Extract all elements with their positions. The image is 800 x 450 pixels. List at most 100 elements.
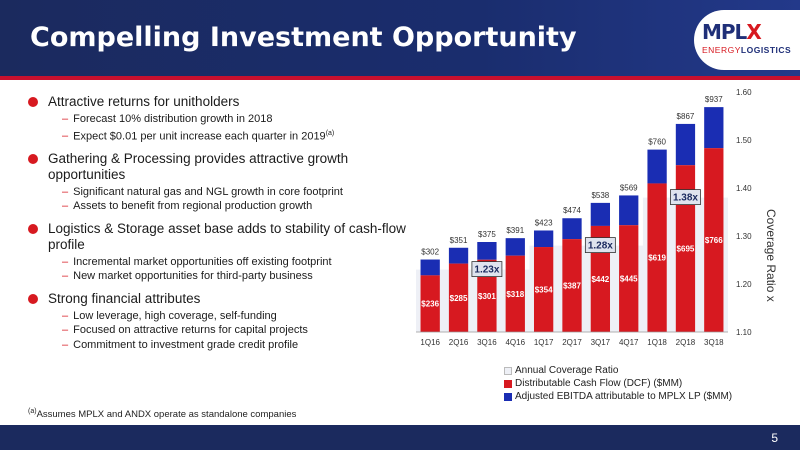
ebitda-data-label: $867: [677, 112, 695, 121]
sub-bullet: – Significant natural gas and NGL growth …: [62, 185, 343, 198]
dcf-data-label: $318: [506, 290, 524, 299]
chart-legend: Annual Coverage Ratio Distributable Cash…: [504, 364, 732, 403]
ebitda-data-label: $760: [648, 138, 666, 147]
bar-ebitda: [420, 259, 440, 276]
ebitda-data-label: $351: [450, 236, 468, 245]
footnote-text: Assumes MPLX and ANDX operate as standal…: [36, 409, 297, 421]
header-divider: [0, 76, 800, 80]
mplx-logo: MPLX ENERGYLOGISTICS: [694, 10, 800, 70]
bullet-list: Attractive returns for unitholders – Fore…: [28, 94, 408, 359]
header-bar: Compelling Investment Opportunity MPLX E…: [0, 0, 800, 76]
ebitda-data-label: $569: [620, 183, 638, 192]
bar-ebitda: [704, 107, 724, 149]
y2-axis-label: Coverage Ratio x: [764, 209, 778, 302]
logo-wordmark: MPLX: [702, 20, 762, 44]
ebitda-data-label: $474: [563, 206, 581, 215]
sub-bullet: – Forecast 10% distribution growth in 201…: [62, 113, 273, 125]
dcf-data-label: $445: [620, 275, 638, 284]
footnote-ref: (a): [325, 129, 335, 137]
x-tick-label: 3Q17: [591, 338, 611, 347]
ebitda-data-label: $423: [535, 218, 553, 227]
x-tick-label: 1Q16: [420, 338, 440, 347]
dcf-data-label: $619: [648, 254, 666, 263]
bar-ebitda: [533, 230, 554, 248]
sub-bullet: – Expect $0.01 per unit increase each qua…: [62, 129, 335, 143]
bullet-text: Strong financial attributes: [48, 290, 201, 306]
y2-tick-label: 1.10: [736, 328, 752, 337]
bullet-dot-icon: [28, 153, 38, 164]
chart-svg: 1.60 1.50 1.40 1.30 1.20 1.10 $302 $236 1Q16 $351…: [416, 88, 752, 347]
ebitda-data-label: $391: [506, 226, 524, 235]
logo-main-right: X: [746, 20, 761, 44]
legend-item-ratio: Annual Coverage Ratio: [504, 364, 732, 377]
x-tick-label: 3Q18: [704, 338, 724, 347]
bar-dcf: [562, 239, 582, 332]
ratio-callout-box: [471, 261, 503, 278]
bar-ebitda: [675, 123, 696, 166]
bullet-returns: Attractive returns for unitholders – Fore…: [28, 94, 408, 144]
footer-bar: 5: [0, 425, 800, 450]
bullet-dot-icon: [28, 223, 38, 234]
sub-bullet: – Assets to benefit from regional product…: [62, 200, 313, 213]
dcf-data-label: $442: [591, 275, 609, 284]
dcf-data-label: $354: [535, 286, 553, 295]
bar-dcf: [448, 263, 469, 332]
y2-tick-label: 1.40: [736, 184, 752, 193]
sub-bullet: – Incremental market opportunities off ex…: [62, 255, 332, 268]
dcf-data-label: $695: [677, 245, 695, 254]
dcf-data-label: $236: [421, 300, 439, 309]
bullet-text: Logistics & Storage asset base adds to s…: [48, 220, 406, 252]
bar-dcf: [533, 247, 554, 332]
bar-dcf: [647, 183, 667, 332]
ebitda-data-label: $375: [478, 230, 496, 239]
ebitda-data-label: $538: [591, 191, 609, 200]
sub-bullet: – Low leverage, high coverage, self-fundi…: [62, 309, 277, 322]
x-tick-label: 2Q16: [449, 338, 469, 347]
ratio-callout-label: 1.28x: [588, 241, 613, 252]
dcf-data-label: $387: [563, 282, 581, 291]
bar-ebitda: [590, 202, 611, 226]
legend-item-dcf: Distributable Cash Flow (DCF) ($MM): [504, 377, 732, 390]
ratio-callout-label: 1.38x: [673, 193, 698, 204]
x-tick-label: 2Q18: [676, 338, 696, 347]
bullet-logistics: Logistics & Storage asset base adds to s…: [28, 221, 408, 284]
bar-dcf: [619, 225, 639, 332]
legend-item-ebitda: Adjusted EBITDA attributable to MPLX LP …: [504, 390, 732, 403]
bar-ebitda: [562, 218, 582, 240]
x-tick-label: 4Q16: [505, 338, 525, 347]
bullet-text: Gathering & Processing provides attracti…: [48, 150, 349, 182]
footnote-marker: (a): [28, 408, 37, 415]
logo-main-left: MPL: [702, 20, 747, 44]
bar-dcf: [675, 165, 696, 332]
ebitda-data-label: $937: [705, 95, 723, 104]
x-tick-label: 4Q17: [619, 338, 639, 347]
bar-ebitda: [505, 238, 525, 256]
logo-sub-right: LOGISTICS: [740, 45, 792, 55]
coverage-chart: 1.60 1.50 1.40 1.30 1.20 1.10 $302 $236 1Q16 $351…: [408, 84, 800, 414]
sub-bullet: – Focused on attractive returns for capit…: [62, 324, 308, 337]
bullet-gathering: Gathering & Processing provides attracti…: [28, 151, 408, 214]
bullet-dot-icon: [28, 97, 38, 107]
x-tick-label: 2Q17: [562, 338, 582, 347]
bar-ebitda: [647, 149, 667, 184]
bar-dcf: [420, 275, 440, 332]
page-number: 5: [771, 431, 778, 445]
bullet-financial: Strong financial attributes – Low leverag…: [28, 291, 408, 353]
sub-bullet: – New market opportunities for third-part…: [62, 270, 313, 283]
x-tick-label: 3Q16: [477, 338, 497, 347]
x-tick-label: 1Q17: [534, 338, 554, 347]
ratio-callout-label: 1.23x: [474, 265, 499, 276]
bar-ebitda: [448, 247, 469, 264]
bullet-dot-icon: [28, 293, 38, 304]
y2-tick-label: 1.50: [736, 136, 752, 145]
ratio-callout-box: [670, 189, 701, 205]
bar-ebitda: [619, 195, 639, 226]
bar-dcf: [704, 148, 724, 332]
dcf-data-label: $301: [478, 292, 496, 301]
logo-subtitle: ENERGYLOGISTICS: [702, 45, 791, 55]
page-title: Compelling Investment Opportunity: [30, 22, 577, 53]
bar-ebitda: [477, 242, 497, 260]
y2-tick-label: 1.20: [736, 280, 752, 289]
footnote: (a)Assumes MPLX and ANDX operate as stan…: [28, 408, 296, 420]
bar-dcf: [477, 259, 497, 332]
